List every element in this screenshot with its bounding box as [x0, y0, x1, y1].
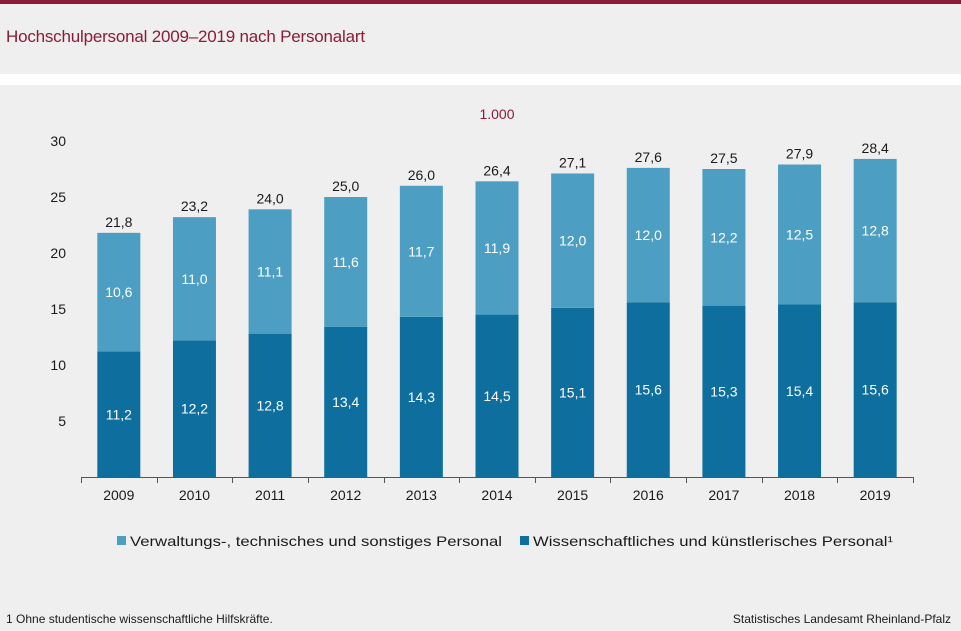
- x-tick-label: 2016: [633, 487, 664, 503]
- data-label-wissenschaftlich: 14,3: [408, 389, 435, 405]
- bar-segment-wissenschaftlich: [172, 340, 216, 477]
- y-tick-label: 10: [50, 357, 66, 373]
- total-label: 28,4: [862, 140, 889, 156]
- x-tick-label: 2013: [406, 487, 437, 503]
- data-label-wissenschaftlich: 13,4: [332, 394, 359, 410]
- data-label-wissenschaftlich: 15,4: [786, 383, 813, 399]
- bar-segment-verwaltung: [853, 158, 897, 303]
- top-accent-bar: [0, 0, 961, 4]
- data-label-wissenschaftlich: 15,1: [559, 384, 586, 400]
- x-tick-label: 2014: [481, 487, 512, 503]
- header-separator: [0, 74, 961, 85]
- total-label: 24,0: [256, 190, 283, 206]
- y-tick-label: 20: [50, 245, 66, 261]
- data-label-verwaltung: 12,0: [635, 227, 662, 243]
- data-label-wissenschaftlich: 14,5: [483, 388, 510, 404]
- total-label: 27,6: [635, 149, 662, 165]
- x-tick-label: 2017: [708, 487, 739, 503]
- bar-segment-verwaltung: [248, 209, 292, 334]
- bar-segment-verwaltung: [626, 167, 670, 303]
- bar-segment-wissenschaftlich: [551, 307, 595, 477]
- legend-swatch-verwaltung: [117, 536, 126, 545]
- total-label: 26,0: [408, 167, 435, 183]
- data-label-wissenschaftlich: 12,2: [181, 401, 208, 417]
- y-tick-label: 5: [58, 413, 66, 429]
- data-label-verwaltung: 10,6: [105, 284, 132, 300]
- total-label: 23,2: [181, 198, 208, 214]
- y-tick-label: 30: [50, 133, 66, 149]
- y-tick-label: 25: [50, 189, 66, 205]
- x-tick-label: 2015: [557, 487, 588, 503]
- data-label-verwaltung: 12,8: [862, 223, 889, 239]
- total-label: 27,9: [786, 146, 813, 162]
- data-label-wissenschaftlich: 15,6: [635, 382, 662, 398]
- data-label-verwaltung: 11,7: [408, 243, 434, 259]
- legend-swatch-wissenschaftlich: [520, 536, 529, 545]
- data-label-wissenschaftlich: 11,2: [106, 406, 132, 422]
- data-label-verwaltung: 12,0: [559, 233, 586, 249]
- x-tick-label: 2011: [255, 487, 285, 503]
- bar-segment-verwaltung: [324, 197, 368, 327]
- bar-segment-wissenschaftlich: [475, 314, 519, 477]
- x-tick-label: 2010: [179, 487, 210, 503]
- bar-segment-wissenschaftlich: [853, 302, 897, 477]
- data-label-verwaltung: 12,5: [786, 227, 813, 243]
- legend-label-verwaltung: Verwaltungs-, technisches und sonstiges …: [130, 533, 502, 549]
- x-tick-label: 2018: [784, 487, 815, 503]
- data-label-verwaltung: 12,2: [710, 229, 737, 245]
- total-label: 21,8: [105, 214, 132, 230]
- bar-segment-wissenschaftlich: [626, 302, 670, 477]
- data-label-verwaltung: 11,6: [333, 254, 359, 270]
- bar-segment-verwaltung: [399, 185, 443, 317]
- data-label-verwaltung: 11,1: [257, 263, 283, 279]
- legend-label-wissenschaftlich: Wissenschaftliches und künstlerisches Pe…: [533, 533, 893, 549]
- bar-segment-verwaltung: [702, 169, 746, 306]
- bar-segment-verwaltung: [172, 217, 216, 341]
- data-label-verwaltung: 11,9: [484, 240, 510, 256]
- bar-segment-wissenschaftlich: [97, 351, 141, 477]
- bar-segment-wissenschaftlich: [399, 316, 443, 477]
- x-tick-label: 2019: [860, 487, 891, 503]
- bar-segment-verwaltung: [475, 181, 519, 315]
- total-label: 27,5: [710, 150, 737, 166]
- chart-title: Hochschulpersonal 2009–2019 nach Persona…: [6, 27, 365, 46]
- total-label: 27,1: [559, 154, 586, 170]
- footnote: 1 Ohne studentische wissenschaftliche Hi…: [6, 612, 273, 626]
- bar-segment-wissenschaftlich: [778, 304, 822, 477]
- data-label-wissenschaftlich: 12,8: [256, 397, 283, 413]
- data-label-verwaltung: 11,0: [181, 271, 207, 287]
- bar-segment-verwaltung: [778, 164, 822, 305]
- bar-segment-wissenschaftlich: [324, 326, 368, 477]
- source-note: Statistisches Landesamt Rheinland-Pfalz: [732, 612, 951, 626]
- bar-segment-wissenschaftlich: [248, 333, 292, 477]
- unit-label: 1.000: [479, 106, 514, 122]
- total-label: 26,4: [483, 162, 510, 178]
- total-label: 25,0: [332, 178, 359, 194]
- x-tick-label: 2012: [330, 487, 361, 503]
- data-label-wissenschaftlich: 15,6: [862, 382, 889, 398]
- bar-segment-verwaltung: [97, 232, 141, 352]
- data-label-wissenschaftlich: 15,3: [710, 383, 737, 399]
- bar-segment-verwaltung: [551, 173, 595, 308]
- y-tick-label: 15: [50, 301, 66, 317]
- bar-segment-wissenschaftlich: [702, 305, 746, 477]
- x-tick-label: 2009: [103, 487, 134, 503]
